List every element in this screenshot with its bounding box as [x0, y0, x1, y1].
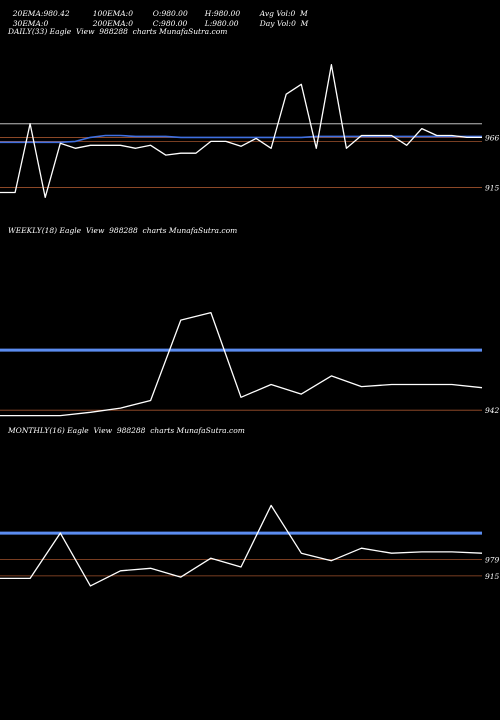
- daily-level-label: 915: [485, 184, 500, 193]
- header-row-1: 20EMA:980.42: [8, 0, 70, 18]
- monthly-panel: 979 915: [0, 504, 500, 587]
- weekly-level-label: 942: [485, 406, 500, 415]
- close-label: C:: [152, 19, 162, 28]
- header-row-1c: O:980.00: [148, 0, 188, 18]
- close-value: 980.00: [161, 19, 188, 28]
- weekly-price-line: [0, 311, 483, 417]
- ema100-value: 0: [128, 9, 133, 18]
- weekly-chart-title: WEEKLY(18) Eagle View 988288 charts Muna…: [8, 226, 238, 235]
- monthly-chart-title: MONTHLY(16) Eagle View 988288 charts Mun…: [8, 426, 245, 435]
- header-row-2c: C:980.00: [148, 10, 188, 28]
- ema20-label: 20EMA:: [12, 9, 44, 18]
- daily-chart-title: DAILY(33) Eagle View 988288 charts Munaf…: [8, 27, 228, 36]
- daily-panel: 966 915: [0, 64, 500, 199]
- header-row-1b: 100EMA:0: [88, 0, 133, 18]
- monthly-price-line: [0, 504, 483, 587]
- low-value: 980.00: [212, 19, 239, 28]
- monthly-level-label: 915: [485, 572, 500, 581]
- header-row-2: 30EMA:0: [8, 10, 48, 28]
- ema30-label: 30EMA:: [12, 19, 44, 28]
- avg-vol-value: 0 M: [290, 9, 308, 18]
- ema100-label: 100EMA:: [92, 9, 129, 18]
- low-label: L:: [204, 19, 213, 28]
- daily-level-label: 966: [485, 133, 500, 142]
- weekly-panel: 942: [0, 311, 500, 417]
- monthly-level-label: 979: [485, 555, 500, 564]
- daily-ema-line: [0, 134, 482, 144]
- day-vol-value: 0 M: [291, 19, 309, 28]
- high-label: H:: [204, 9, 214, 18]
- open-label: O:: [152, 9, 162, 18]
- header-row-1d: H:980.00: [200, 0, 240, 18]
- header-row-2e: Day Vol:0 M: [255, 10, 309, 28]
- daily-price-line: [0, 64, 482, 199]
- ema30-value: 0: [43, 19, 49, 28]
- ema200-value: 0: [128, 19, 133, 28]
- header-row-1e: Avg Vol:0 M: [255, 0, 308, 18]
- high-value: 980.00: [213, 9, 241, 18]
- ema200-label: 200EMA:: [92, 19, 129, 28]
- day-vol-label: Day Vol:: [259, 19, 292, 28]
- header-row-2d: L:980.00: [200, 10, 239, 28]
- open-value: 980.00: [161, 9, 188, 18]
- header-row-2b: 200EMA:0: [88, 10, 133, 28]
- ema20-value: 980.42: [43, 9, 70, 18]
- avg-vol-label: Avg Vol:: [259, 9, 291, 18]
